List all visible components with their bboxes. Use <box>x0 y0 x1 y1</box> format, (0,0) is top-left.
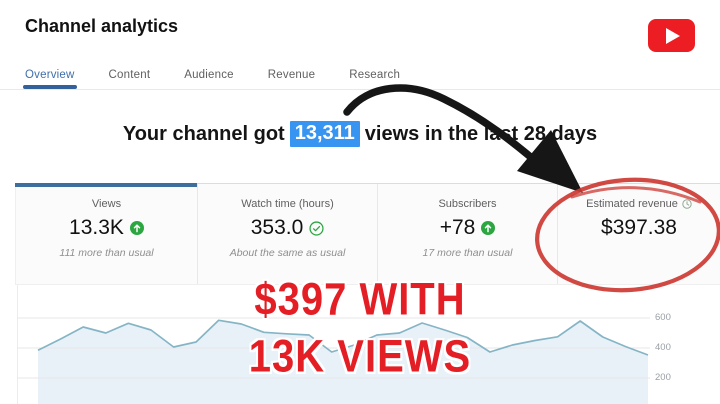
headline-suffix: views in the last 28 days <box>364 122 598 145</box>
check-circle-icon <box>309 220 324 236</box>
estimated-revenue-value: $397.38 <box>601 216 677 239</box>
watch-time-value: 353.0 <box>250 216 304 239</box>
area-chart-canvas <box>17 317 650 404</box>
chart-left-border <box>17 285 18 404</box>
metric-card-views[interactable]: Views 13.3K 111 more than usual <box>15 183 197 284</box>
metric-card-watch-time[interactable]: Watch time (hours) 353.0 About the same … <box>197 184 377 284</box>
subscribers-label: Subscribers <box>438 198 497 210</box>
header: Channel analytics <box>0 0 720 60</box>
arrow-up-circle-icon <box>129 221 144 235</box>
subscribers-note: 17 more than usual <box>422 247 513 259</box>
headline-prefix: Your channel got <box>122 122 285 145</box>
y-axis-tick-600: 600 <box>655 312 671 323</box>
metric-card-subscribers[interactable]: Subscribers +78 17 more than usual <box>377 184 557 284</box>
arrow-up-circle-icon <box>481 221 496 235</box>
views-label: Views <box>91 198 122 210</box>
tab-research[interactable]: Research <box>349 68 401 81</box>
page-title: Channel analytics <box>25 16 179 36</box>
tab-audience[interactable]: Audience <box>184 68 234 81</box>
play-triangle-icon <box>666 27 680 44</box>
y-axis-tick-400: 400 <box>655 342 671 353</box>
watch-time-note: About the same as usual <box>229 247 346 259</box>
subscribers-value: +78 <box>439 216 476 239</box>
youtube-logo-icon <box>648 19 695 52</box>
analytics-tabbar: Overview Content Audience Revenue Resear… <box>0 60 720 90</box>
watch-time-label: Watch time (hours) <box>241 198 334 210</box>
clock-icon <box>682 199 692 209</box>
estimated-revenue-label: Estimated revenue <box>586 198 678 210</box>
views-trend-chart[interactable]: 600 400 200 <box>0 285 720 404</box>
views-note: 111 more than usual <box>59 247 154 259</box>
y-axis-tick-200: 200 <box>655 372 671 383</box>
views-value: 13.3K <box>69 216 124 239</box>
tab-revenue[interactable]: Revenue <box>267 68 316 81</box>
headline-highlighted-views: 13,311 <box>289 121 360 147</box>
tab-content[interactable]: Content <box>108 68 151 81</box>
metric-card-estimated-revenue[interactable]: Estimated revenue $397.38 <box>557 184 720 284</box>
headline: Your channel got 13,311 views in the las… <box>0 100 720 168</box>
metric-cards-strip: Views 13.3K 111 more than usual Watch ti… <box>15 183 720 285</box>
tab-overview[interactable]: Overview <box>23 60 77 89</box>
